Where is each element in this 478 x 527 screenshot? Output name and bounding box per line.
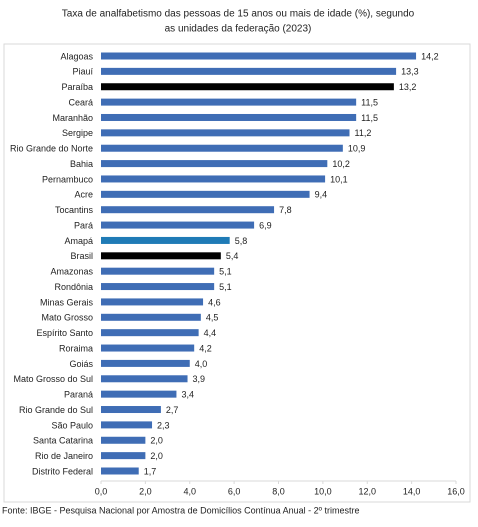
value-label: 5,1 xyxy=(219,282,232,292)
y-tick-label: Rio de Janeiro xyxy=(35,451,93,461)
value-label: 4,4 xyxy=(204,328,217,338)
bar xyxy=(101,67,397,75)
chart-title: as unidades da federação (2023) xyxy=(165,24,312,35)
value-label: 14,2 xyxy=(421,51,439,61)
y-tick-label: Amapá xyxy=(64,236,93,246)
value-label: 10,9 xyxy=(348,144,366,154)
bar xyxy=(101,283,215,291)
y-tick-label: Espírito Santo xyxy=(36,328,93,338)
chart-frame xyxy=(3,43,471,503)
bar xyxy=(101,206,275,214)
y-tick-label: Distrito Federal xyxy=(32,466,93,476)
value-label: 4,2 xyxy=(199,343,212,353)
y-tick-label: Ceará xyxy=(68,97,93,107)
value-label: 5,4 xyxy=(226,251,239,261)
bar xyxy=(101,129,350,137)
y-tick-label: Maranhão xyxy=(52,113,93,123)
y-tick-label: Alagoas xyxy=(60,51,93,61)
bar xyxy=(101,267,215,275)
value-label: 2,0 xyxy=(150,451,163,461)
value-label: 2,0 xyxy=(150,436,163,446)
bar xyxy=(101,52,417,60)
y-tick-label: Paraíba xyxy=(61,82,93,92)
y-tick-label: Paraná xyxy=(64,390,93,400)
value-label: 11,5 xyxy=(361,113,378,123)
y-tick-label: Acre xyxy=(74,190,93,200)
bar xyxy=(101,175,326,183)
y-tick-label: Rondônia xyxy=(54,282,93,292)
y-tick-label: Bahia xyxy=(70,159,93,169)
x-tick-label: 2,0 xyxy=(139,486,152,496)
bar xyxy=(101,144,343,152)
y-tick-label: Goiás xyxy=(69,359,93,369)
value-label: 5,8 xyxy=(235,236,248,246)
x-tick-label: 0,0 xyxy=(95,486,108,496)
bar xyxy=(101,313,201,321)
bar xyxy=(101,436,146,444)
source-note: Fonte: IBGE - Pesquisa Nacional por Amos… xyxy=(2,505,359,515)
y-tick-label: Rio Grande do Norte xyxy=(10,144,93,154)
x-tick-label: 10,0 xyxy=(314,486,332,496)
y-tick-label: Mato Grosso do Sul xyxy=(13,374,93,384)
value-label: 13,3 xyxy=(401,67,419,77)
y-tick-label: Minas Gerais xyxy=(40,297,94,307)
value-label: 7,8 xyxy=(279,205,292,215)
value-label: 10,1 xyxy=(330,174,348,184)
value-label: 2,7 xyxy=(166,405,179,415)
y-tick-label: Roraima xyxy=(59,343,93,353)
x-tick-label: 4,0 xyxy=(183,486,196,496)
bar xyxy=(101,252,221,260)
bar xyxy=(101,113,357,121)
bar xyxy=(101,390,177,398)
bar xyxy=(101,406,161,414)
value-label: 10,2 xyxy=(332,159,350,169)
bar xyxy=(101,221,255,229)
y-tick-label: Amazonas xyxy=(50,267,93,277)
y-tick-label: Pará xyxy=(74,220,93,230)
x-tick-label: 16,0 xyxy=(447,486,465,496)
x-tick-label: 12,0 xyxy=(358,486,376,496)
value-label: 1,7 xyxy=(144,466,157,476)
value-label: 11,5 xyxy=(361,97,378,107)
value-label: 3,4 xyxy=(181,390,194,400)
y-tick-label: São Paulo xyxy=(51,420,93,430)
value-label: 4,0 xyxy=(195,359,208,369)
y-tick-label: Rio Grande do Sul xyxy=(19,405,93,415)
y-tick-label: Pernambuco xyxy=(42,174,93,184)
y-tick-label: Mato Grosso xyxy=(41,313,93,323)
y-tick-label: Sergipe xyxy=(62,128,93,138)
y-tick-label: Santa Catarina xyxy=(33,436,93,446)
bar xyxy=(101,359,190,367)
bar xyxy=(101,452,146,460)
value-label: 5,1 xyxy=(219,267,232,277)
bar xyxy=(101,190,310,198)
bar xyxy=(101,375,188,383)
bar xyxy=(101,160,328,168)
bar xyxy=(101,83,394,91)
y-tick-label: Brasil xyxy=(70,251,93,261)
value-label: 4,6 xyxy=(208,297,221,307)
x-tick-label: 8,0 xyxy=(272,486,285,496)
y-tick-label: Tocantins xyxy=(55,205,94,215)
chart-title: Taxa de analfabetismo das pessoas de 15 … xyxy=(62,9,415,20)
bar xyxy=(101,236,230,244)
y-tick-label: Piauí xyxy=(72,67,93,77)
bar xyxy=(101,467,139,475)
bar xyxy=(101,98,357,106)
value-label: 4,5 xyxy=(206,313,219,323)
value-label: 6,9 xyxy=(259,220,272,230)
value-label: 2,3 xyxy=(157,420,170,430)
value-label: 11,2 xyxy=(355,128,372,138)
bar xyxy=(101,298,204,306)
bar xyxy=(101,329,199,337)
bar xyxy=(101,344,195,352)
x-tick-label: 14,0 xyxy=(403,486,421,496)
value-label: 3,9 xyxy=(193,374,206,384)
x-tick-label: 6,0 xyxy=(228,486,241,496)
value-label: 9,4 xyxy=(315,190,328,200)
bar xyxy=(101,421,153,429)
value-label: 13,2 xyxy=(399,82,417,92)
